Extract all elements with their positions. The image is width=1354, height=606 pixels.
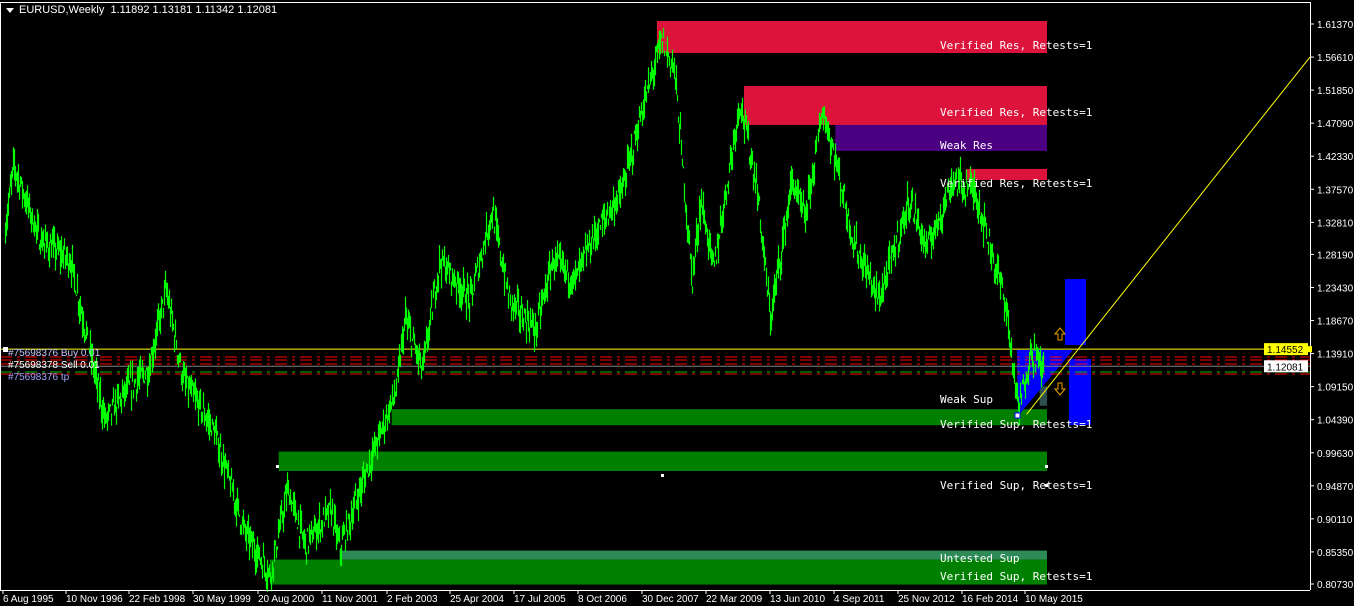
- line-price-tag: 1.14552: [1267, 345, 1304, 356]
- arrow-up-icon: [1053, 327, 1067, 341]
- x-tick-label: 16 Feb 2014: [962, 594, 1019, 605]
- x-tick-label: 2 Feb 2003: [387, 594, 438, 605]
- y-tick-label: 1.37570: [1317, 185, 1354, 196]
- x-tick-label: 22 Mar 2009: [706, 594, 763, 605]
- x-tick-label: 30 May 1999: [193, 594, 251, 605]
- y-tick-label: 1.13910: [1317, 350, 1354, 361]
- x-tick-label: 20 Aug 2000: [258, 594, 315, 605]
- object-anchor: [661, 474, 664, 477]
- zone-resistance: [965, 168, 1047, 181]
- symbol-label: EURUSD,Weekly: [19, 4, 105, 16]
- zone-support: [278, 451, 1047, 472]
- order-handle: [3, 347, 8, 352]
- x-tick-label: 22 Feb 1998: [129, 594, 186, 605]
- y-tick-label: 1.23430: [1317, 283, 1354, 294]
- zone-weak_resistance: [835, 124, 1047, 152]
- zone-label: Weak Res: [940, 139, 993, 152]
- zone-label: Untested Sup: [940, 552, 1019, 565]
- x-tick-label: 25 Nov 2012: [898, 594, 955, 605]
- zone-label: Verified Sup, Retests=1: [940, 570, 1092, 583]
- y-tick-label: 1.18670: [1317, 317, 1354, 328]
- y-tick-label: 1.51850: [1317, 86, 1354, 97]
- zone-resistance: [656, 21, 1047, 54]
- zone-untested_support: [339, 550, 1047, 560]
- object-anchor: [1045, 484, 1048, 487]
- x-tick-label: 25 Apr 2004: [450, 594, 504, 605]
- y-tick-label: 0.80730: [1317, 580, 1354, 591]
- menu-triangle-icon[interactable]: [6, 7, 14, 13]
- x-tick-label: 30 Dec 2007: [642, 594, 699, 605]
- y-tick-label: 0.90110: [1317, 515, 1353, 526]
- ohlc-values: 1.11892 1.13181 1.11342 1.12081: [110, 4, 278, 16]
- y-tick-label: 1.61370: [1317, 20, 1354, 31]
- zone-label: Verified Res, Retests=1: [940, 106, 1092, 119]
- arrow-down-icon: [1053, 382, 1067, 396]
- x-tick-label: 8 Oct 2006: [578, 594, 627, 605]
- x-tick-label: 4 Sep 2011: [834, 594, 885, 605]
- zone-label: Verified Res, Retests=1: [940, 177, 1092, 190]
- x-tick-label: 13 Jun 2010: [770, 594, 825, 605]
- order-label: #75698376 tp: [8, 372, 70, 383]
- current-price-tag-bg: [1264, 360, 1308, 373]
- zone-label: Verified Sup, Retests=1: [940, 479, 1092, 492]
- line-price-tag-bg: [1264, 343, 1308, 356]
- price-series: [4, 27, 1045, 592]
- y-tick-label: 0.99630: [1317, 449, 1354, 460]
- y-tick-label: 1.09150: [1317, 383, 1354, 394]
- y-tick-label: 1.56610: [1317, 53, 1354, 64]
- y-tick-label: 1.32810: [1317, 218, 1354, 229]
- current-price-tag: 1.12081: [1267, 362, 1304, 373]
- zone-label: Verified Sup, Retests=1: [940, 418, 1092, 431]
- zone-support: [391, 409, 1048, 426]
- trendline: [1026, 56, 1311, 415]
- trendline-handle: [1014, 412, 1021, 419]
- y-tick-label: 1.04390: [1317, 416, 1354, 427]
- zone-weak_support: [1039, 386, 1047, 406]
- object-anchor: [1045, 465, 1048, 468]
- order-label: #75698376 Buy 0.01: [8, 348, 101, 359]
- line-handle: [1306, 346, 1312, 353]
- x-tick-label: 17 Jul 2005: [514, 594, 566, 605]
- x-tick-label: 11 Nov 2001: [322, 594, 378, 605]
- y-tick-label: 1.42330: [1317, 152, 1354, 163]
- blue-box-upper: [1065, 279, 1086, 345]
- x-tick-label: 10 May 2015: [1025, 594, 1083, 605]
- y-tick-label: 1.47090: [1317, 119, 1354, 130]
- zone-support: [269, 559, 1047, 585]
- x-tick-label: 10 Nov 1996: [66, 594, 123, 605]
- y-tick-label: 0.85350: [1317, 548, 1354, 559]
- x-tick-label: 6 Aug 1995: [3, 594, 54, 605]
- y-tick-label: 0.94870: [1317, 482, 1354, 493]
- chart-title: EURUSD,Weekly 1.11892 1.13181 1.11342 1.…: [6, 4, 277, 16]
- order-label: #75698378 Sell 0.01: [8, 360, 100, 371]
- zone-label: Verified Res, Retests=1: [940, 39, 1092, 52]
- zone-resistance: [743, 86, 1047, 125]
- y-tick-label: 1.28190: [1317, 250, 1354, 261]
- object-anchor: [276, 465, 279, 468]
- blue-box-lower: [1069, 359, 1091, 425]
- zone-label: Weak Sup: [940, 393, 993, 406]
